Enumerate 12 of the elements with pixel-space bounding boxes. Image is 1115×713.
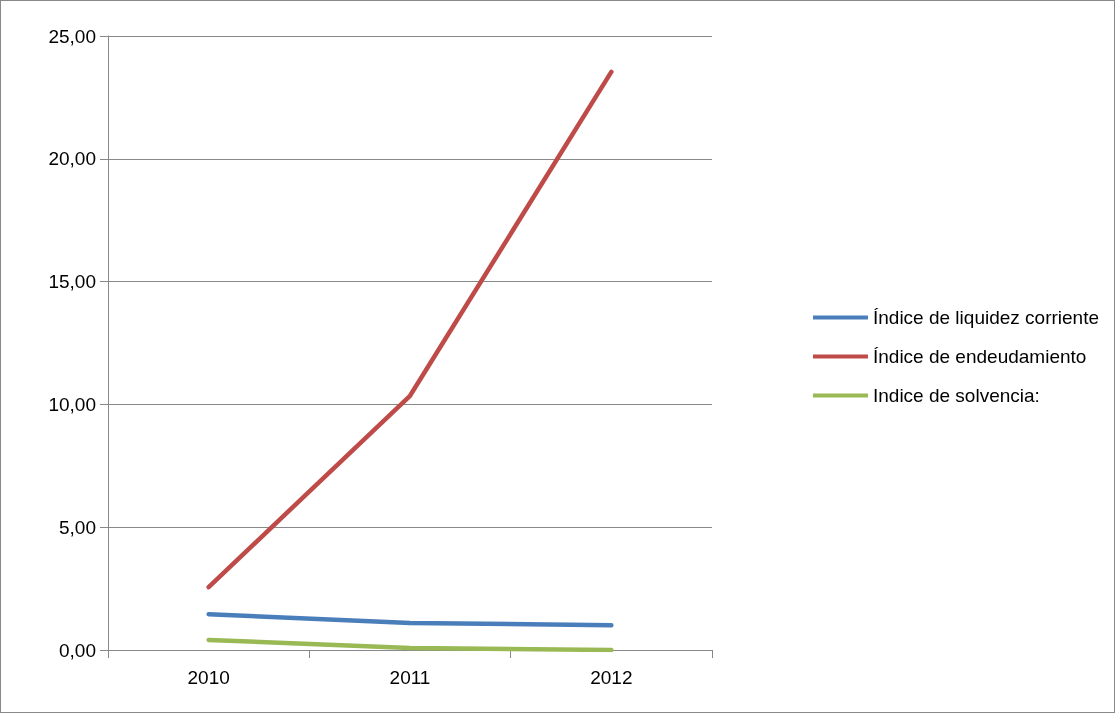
legend-label: Índice de liquidez corriente (872, 307, 1100, 328)
y-tick-label: 15,00 (48, 271, 96, 293)
y-tick-label: 20,00 (48, 148, 96, 170)
x-tick-label: 2010 (187, 667, 230, 688)
y-tick-label: 25,00 (48, 25, 96, 47)
x-tick-label: 2012 (590, 667, 633, 688)
y-tick-label: 10,00 (48, 393, 96, 415)
legend-label: Índice de endeudamiento (872, 346, 1087, 367)
y-tick-label: 5,00 (59, 516, 96, 538)
x-tick-label: 2011 (389, 667, 431, 688)
legend-label: Indice de solvencia: (872, 385, 1040, 406)
y-tick-label: 0,00 (59, 639, 96, 661)
